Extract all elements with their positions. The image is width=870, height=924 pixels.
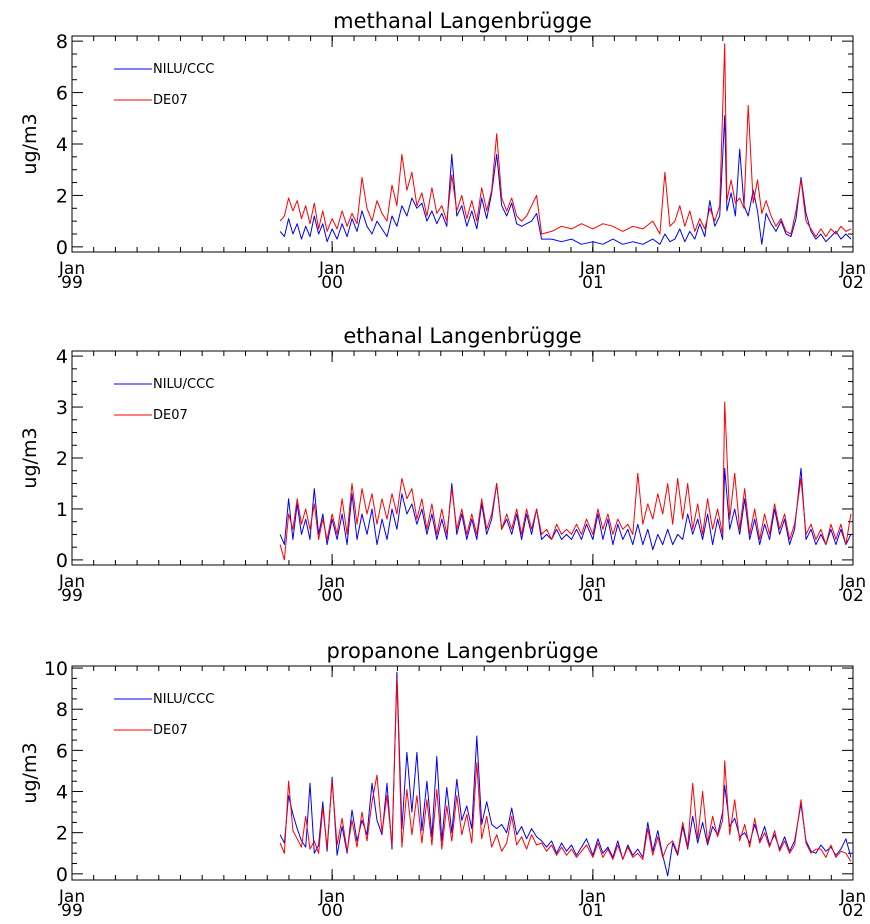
legend-label: DE07	[153, 408, 188, 423]
y-tick-label: 4	[56, 134, 68, 156]
x-tick-year: 01	[582, 273, 604, 293]
chart-panel-1: methanal Langenbrüggeug/m302468Jan99Jan0…	[19, 9, 866, 293]
x-tick-month: Jan	[839, 259, 866, 279]
x-tick-year: 99	[61, 901, 83, 921]
y-tick-label: 2	[56, 185, 68, 207]
x-tick-month: Jan	[58, 887, 85, 907]
x-tick-month: Jan	[579, 572, 606, 592]
series-line-nilu-ccc	[279, 467, 852, 551]
chart-panel-3: propanone Langenbrüggeug/m30246810Jan99J…	[19, 639, 866, 921]
x-tick-year: 99	[61, 273, 83, 293]
y-tick-label: 10	[44, 658, 68, 680]
x-tick-month: Jan	[58, 572, 85, 592]
x-tick-month: Jan	[839, 887, 866, 907]
y-axis-label: ug/m3	[19, 427, 41, 488]
x-tick-year: 02	[842, 586, 864, 606]
chart-title: propanone Langenbrügge	[327, 639, 599, 663]
chart-title: ethanal Langenbrügge	[343, 324, 581, 348]
y-tick-label: 2	[56, 448, 68, 470]
legend-label: NILU/CCC	[153, 62, 214, 77]
x-tick-month: Jan	[839, 572, 866, 592]
chart-title: methanal Langenbrügge	[333, 9, 592, 33]
legend-label: DE07	[153, 93, 188, 108]
x-tick-year: 02	[842, 901, 864, 921]
series-line-de07	[279, 401, 852, 561]
x-tick-month: Jan	[318, 572, 345, 592]
series-line-nilu-ccc	[279, 671, 852, 877]
y-tick-label: 2	[56, 823, 68, 845]
y-axis-label: ug/m3	[19, 742, 41, 803]
x-tick-year: 01	[582, 586, 604, 606]
legend-label: DE07	[153, 723, 188, 738]
x-tick-year: 02	[842, 273, 864, 293]
x-tick-month: Jan	[318, 259, 345, 279]
x-tick-year: 00	[321, 586, 343, 606]
x-tick-year: 00	[321, 901, 343, 921]
y-tick-label: 6	[56, 83, 68, 105]
y-tick-label: 0	[56, 550, 68, 572]
y-tick-label: 0	[56, 237, 68, 259]
series-line-nilu-ccc	[279, 115, 852, 245]
chart-panel-2: ethanal Langenbrüggeug/m301234Jan99Jan00…	[19, 324, 866, 606]
y-tick-label: 4	[56, 346, 68, 368]
x-tick-month: Jan	[579, 259, 606, 279]
y-axis-label: ug/m3	[19, 113, 41, 174]
y-tick-label: 4	[56, 782, 68, 804]
y-tick-label: 8	[56, 699, 68, 721]
y-tick-label: 0	[56, 864, 68, 886]
x-tick-year: 99	[61, 586, 83, 606]
legend-label: NILU/CCC	[153, 692, 214, 707]
y-tick-label: 6	[56, 740, 68, 762]
y-tick-label: 8	[56, 31, 68, 53]
x-tick-year: 00	[321, 273, 343, 293]
legend-label: NILU/CCC	[153, 377, 214, 392]
x-tick-year: 01	[582, 901, 604, 921]
x-tick-month: Jan	[318, 887, 345, 907]
series-line-de07	[279, 677, 852, 862]
y-tick-label: 3	[56, 397, 68, 419]
y-tick-label: 1	[56, 499, 68, 521]
x-tick-month: Jan	[58, 259, 85, 279]
x-tick-month: Jan	[579, 887, 606, 907]
series-line-de07	[279, 43, 852, 238]
